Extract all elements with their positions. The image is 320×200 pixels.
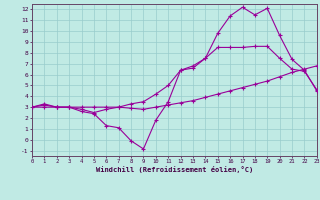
X-axis label: Windchill (Refroidissement éolien,°C): Windchill (Refroidissement éolien,°C) bbox=[96, 166, 253, 173]
